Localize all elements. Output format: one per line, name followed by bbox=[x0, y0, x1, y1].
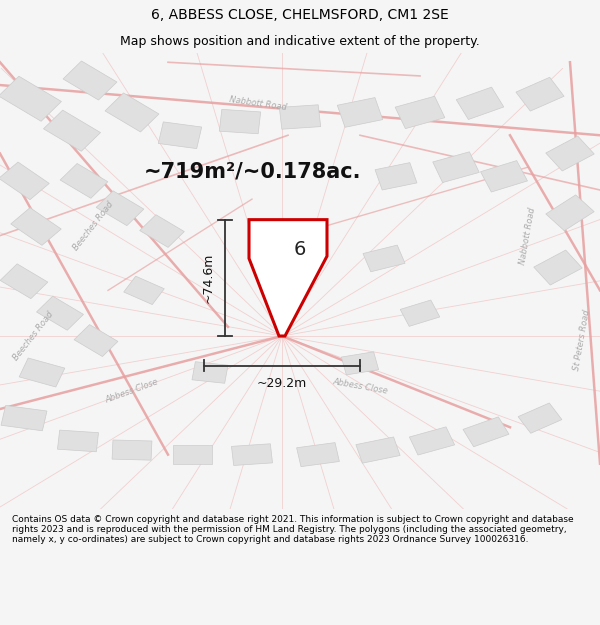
Polygon shape bbox=[363, 245, 405, 272]
Polygon shape bbox=[37, 296, 83, 330]
Polygon shape bbox=[400, 300, 440, 326]
Polygon shape bbox=[1, 406, 47, 431]
Polygon shape bbox=[249, 219, 327, 336]
Polygon shape bbox=[0, 264, 48, 299]
Polygon shape bbox=[11, 208, 61, 246]
Polygon shape bbox=[112, 440, 152, 460]
Polygon shape bbox=[74, 324, 118, 356]
Polygon shape bbox=[105, 93, 159, 132]
Polygon shape bbox=[516, 78, 564, 111]
Polygon shape bbox=[341, 352, 379, 375]
Text: St Peters Road: St Peters Road bbox=[572, 309, 592, 372]
Text: Map shows position and indicative extent of the property.: Map shows position and indicative extent… bbox=[120, 35, 480, 48]
Polygon shape bbox=[296, 442, 340, 467]
Polygon shape bbox=[280, 105, 320, 129]
Polygon shape bbox=[43, 110, 101, 151]
Polygon shape bbox=[0, 162, 49, 200]
Polygon shape bbox=[232, 444, 272, 466]
Text: 6: 6 bbox=[294, 240, 306, 259]
Text: Nabbott Road: Nabbott Road bbox=[518, 206, 538, 265]
Polygon shape bbox=[63, 61, 117, 100]
Text: Beeches Road: Beeches Road bbox=[71, 200, 115, 252]
Polygon shape bbox=[19, 358, 65, 387]
Polygon shape bbox=[546, 195, 594, 231]
Text: Contains OS data © Crown copyright and database right 2021. This information is : Contains OS data © Crown copyright and d… bbox=[12, 514, 574, 544]
Polygon shape bbox=[173, 445, 212, 464]
Polygon shape bbox=[433, 152, 479, 182]
Text: 6, ABBESS CLOSE, CHELMSFORD, CM1 2SE: 6, ABBESS CLOSE, CHELMSFORD, CM1 2SE bbox=[151, 8, 449, 22]
Polygon shape bbox=[356, 437, 400, 463]
Text: Beeches Road: Beeches Road bbox=[11, 310, 55, 362]
Polygon shape bbox=[395, 96, 445, 129]
Polygon shape bbox=[546, 136, 594, 171]
Polygon shape bbox=[456, 87, 504, 119]
Polygon shape bbox=[96, 191, 144, 226]
Polygon shape bbox=[124, 276, 164, 304]
Text: Nabbott Road: Nabbott Road bbox=[229, 95, 287, 112]
Polygon shape bbox=[518, 403, 562, 433]
Polygon shape bbox=[58, 430, 98, 452]
Polygon shape bbox=[0, 76, 61, 121]
Polygon shape bbox=[220, 109, 260, 134]
Polygon shape bbox=[375, 162, 417, 190]
Text: ~719m²/~0.178ac.: ~719m²/~0.178ac. bbox=[143, 162, 361, 182]
Polygon shape bbox=[192, 362, 228, 383]
Polygon shape bbox=[409, 427, 455, 455]
Polygon shape bbox=[534, 250, 582, 285]
Polygon shape bbox=[140, 215, 184, 248]
Text: ~74.6m: ~74.6m bbox=[201, 253, 214, 303]
Text: Abbess Close: Abbess Close bbox=[332, 377, 388, 396]
Text: Abbess Close: Abbess Close bbox=[104, 377, 160, 404]
Text: ~29.2m: ~29.2m bbox=[257, 377, 307, 390]
Polygon shape bbox=[158, 122, 202, 149]
Polygon shape bbox=[337, 98, 383, 128]
Polygon shape bbox=[481, 161, 527, 192]
Polygon shape bbox=[463, 417, 509, 447]
Polygon shape bbox=[60, 164, 108, 198]
